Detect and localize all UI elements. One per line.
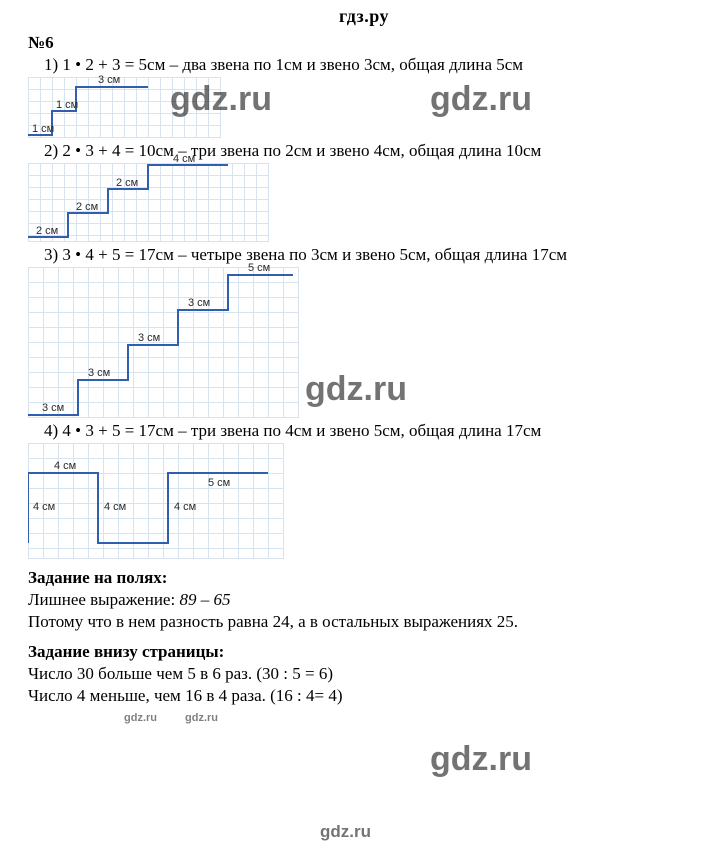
- seg-label: 3 см: [98, 74, 120, 86]
- seg-label: 4 см: [54, 460, 76, 472]
- item-1-text: 1) 1 • 2 + 3 = 5см – два звена по 1см и …: [44, 55, 700, 75]
- item-2-text: 2) 2 • 3 + 4 = 10см – три звена по 2см и…: [44, 141, 700, 161]
- seg-label: 5 см: [208, 477, 230, 489]
- item-2-diagram: 2 см 2 см 2 см 4 см: [28, 163, 268, 241]
- section-a-line1-expr: 89 – 65: [179, 590, 230, 609]
- item-3-diagram: 3 см 3 см 3 см 3 см 5 см: [28, 267, 298, 417]
- seg-label: 1 см: [56, 99, 78, 111]
- site-header: гдз.ру: [28, 0, 700, 31]
- item-3-text: 3) 3 • 4 + 5 = 17см – четыре звена по 3с…: [44, 245, 700, 265]
- watermark: gdz.ru: [430, 80, 532, 119]
- section-a-title: Задание на полях:: [28, 568, 700, 588]
- section-a-line1-prefix: Лишнее выражение:: [28, 590, 179, 609]
- page: гдз.ру №6 1) 1 • 2 + 3 = 5см – два звена…: [0, 0, 720, 847]
- section-b-title: Задание внизу страницы:: [28, 642, 700, 662]
- section-a-line2: Потому что в нем разность равна 24, а в …: [28, 612, 700, 632]
- seg-label: 4 см: [173, 153, 195, 165]
- seg-label: 2 см: [76, 201, 98, 213]
- polyline: [28, 267, 298, 417]
- polyline: [28, 163, 268, 241]
- seg-label: 2 см: [116, 177, 138, 189]
- section-b-line1: Число 30 больше чем 5 в 6 раз. (30 : 5 =…: [28, 664, 700, 684]
- watermark: gdz.ru: [430, 740, 532, 779]
- seg-label: 3 см: [188, 297, 210, 309]
- seg-label: 1 см: [32, 123, 54, 135]
- item-1-diagram: 1 см 1 см 3 см: [28, 77, 220, 137]
- problem-number: №6: [28, 33, 700, 53]
- item-4-diagram: 4 см 4 см 4 см 4 см 5 см: [28, 443, 283, 558]
- seg-label: 5 см: [248, 262, 270, 274]
- section-a-line1: Лишнее выражение: 89 – 65: [28, 590, 700, 610]
- seg-label: 4 см: [174, 501, 196, 513]
- watermark-small: gdz.ru: [185, 712, 218, 724]
- watermark-footer: gdz.ru: [320, 822, 371, 842]
- item-4-text: 4) 4 • 3 + 5 = 17см – три звена по 4см и…: [44, 421, 700, 441]
- seg-label: 3 см: [88, 367, 110, 379]
- section-b-line2: Число 4 меньше, чем 16 в 4 раза. (16 : 4…: [28, 686, 700, 706]
- seg-label: 3 см: [138, 332, 160, 344]
- watermark: gdz.ru: [305, 370, 407, 409]
- seg-label: 3 см: [42, 402, 64, 414]
- seg-label: 2 см: [36, 225, 58, 237]
- seg-label: 4 см: [33, 501, 55, 513]
- watermark-small: gdz.ru: [124, 712, 157, 724]
- seg-label: 4 см: [104, 501, 126, 513]
